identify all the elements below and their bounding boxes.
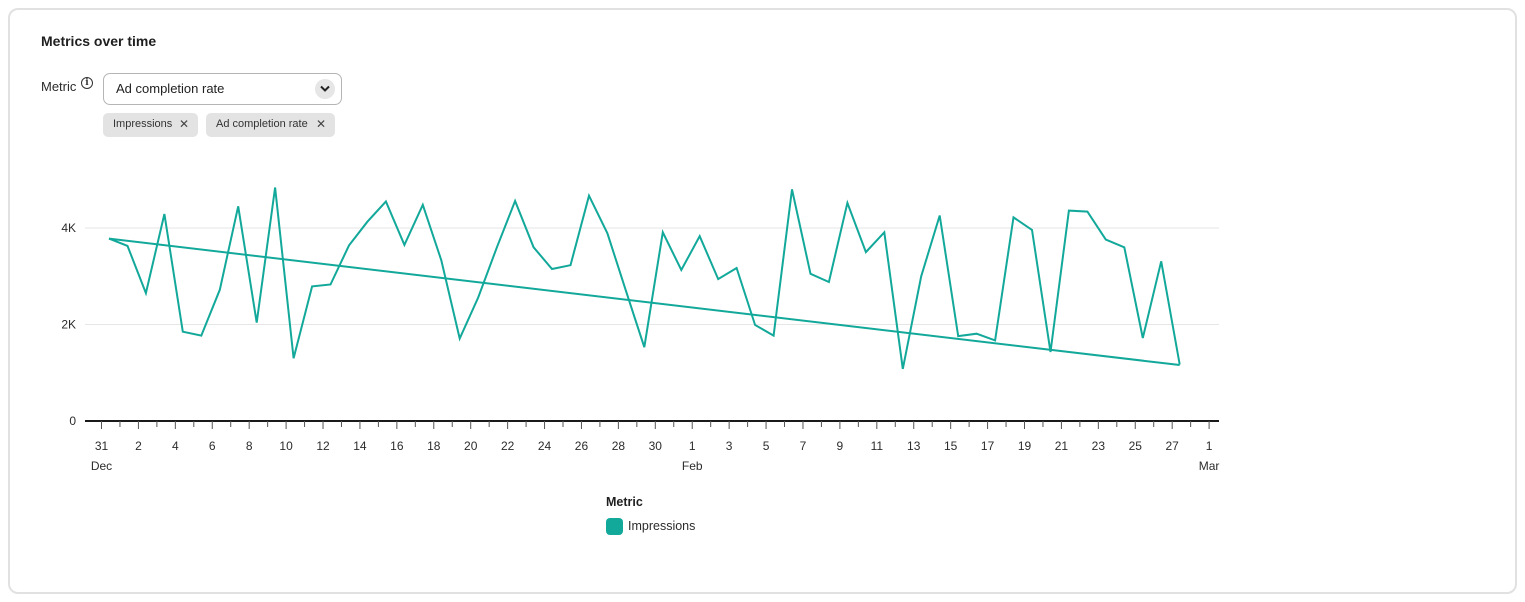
x-tick-label: 22 <box>501 439 515 453</box>
info-icon[interactable]: i <box>81 77 93 89</box>
x-tick-label: 27 <box>1166 439 1180 453</box>
x-tick-label: 15 <box>944 439 958 453</box>
x-tick-label: 2 <box>135 439 142 453</box>
x-tick-label: 26 <box>575 439 589 453</box>
card-title: Metrics over time <box>41 33 157 49</box>
remove-tag-icon[interactable]: ✕ <box>316 117 327 131</box>
legend-title: Metric <box>606 495 643 509</box>
x-tick-label: 1 <box>689 439 696 453</box>
tag-label: Impressions <box>113 118 173 130</box>
x-tick-label: 19 <box>1018 439 1032 453</box>
x-tick-label: 5 <box>763 439 770 453</box>
x-tick-label: 28 <box>612 439 626 453</box>
x-tick-label: 1 <box>1206 439 1213 453</box>
x-tick-label: 18 <box>427 439 441 453</box>
x-tick-label: 24 <box>538 439 552 453</box>
series-line-impressions <box>108 187 1181 370</box>
x-month-label: Mar <box>1199 459 1220 473</box>
x-month-label: Feb <box>682 459 703 473</box>
x-tick-label: 3 <box>726 439 733 453</box>
tag-impressions: Impressions ✕ <box>103 113 198 137</box>
x-tick-label: 21 <box>1055 439 1069 453</box>
x-tick-label: 30 <box>649 439 663 453</box>
legend-item-impressions[interactable]: Impressions <box>628 519 696 533</box>
tag-ad-completion-rate: Ad completion rate ✕ <box>206 113 335 137</box>
x-tick-label: 20 <box>464 439 478 453</box>
x-tick-label: 9 <box>837 439 844 453</box>
x-tick-label: 12 <box>316 439 330 453</box>
x-tick-label: 17 <box>981 439 995 453</box>
x-tick-label: 6 <box>209 439 216 453</box>
x-month-label: Dec <box>91 459 112 473</box>
x-tick-label: 4 <box>172 439 179 453</box>
y-tick-label: 2K <box>61 318 76 332</box>
x-tick-label: 7 <box>800 439 807 453</box>
x-tick-label: 11 <box>871 439 884 453</box>
x-tick-label: 16 <box>390 439 404 453</box>
x-tick-label: 31 <box>95 439 109 453</box>
metric-picker[interactable]: Ad completion rate <box>103 73 342 105</box>
remove-tag-icon[interactable]: ✕ <box>179 117 190 131</box>
trend-line <box>108 237 1180 367</box>
y-tick-label: 4K <box>61 221 76 235</box>
metric-picker-value: Ad completion rate <box>116 81 225 96</box>
x-tick-label: 10 <box>279 439 293 453</box>
chevron-down-icon[interactable] <box>315 79 335 99</box>
x-tick-label: 13 <box>907 439 921 453</box>
metric-label: Metric <box>41 79 77 94</box>
tag-label: Ad completion rate <box>216 118 308 130</box>
x-tick-label: 25 <box>1129 439 1143 453</box>
x-tick-label: 8 <box>246 439 253 453</box>
y-tick-label: 0 <box>69 414 76 428</box>
x-tick-label: 14 <box>353 439 367 453</box>
x-tick-label: 23 <box>1092 439 1106 453</box>
legend-swatch[interactable] <box>606 518 623 535</box>
